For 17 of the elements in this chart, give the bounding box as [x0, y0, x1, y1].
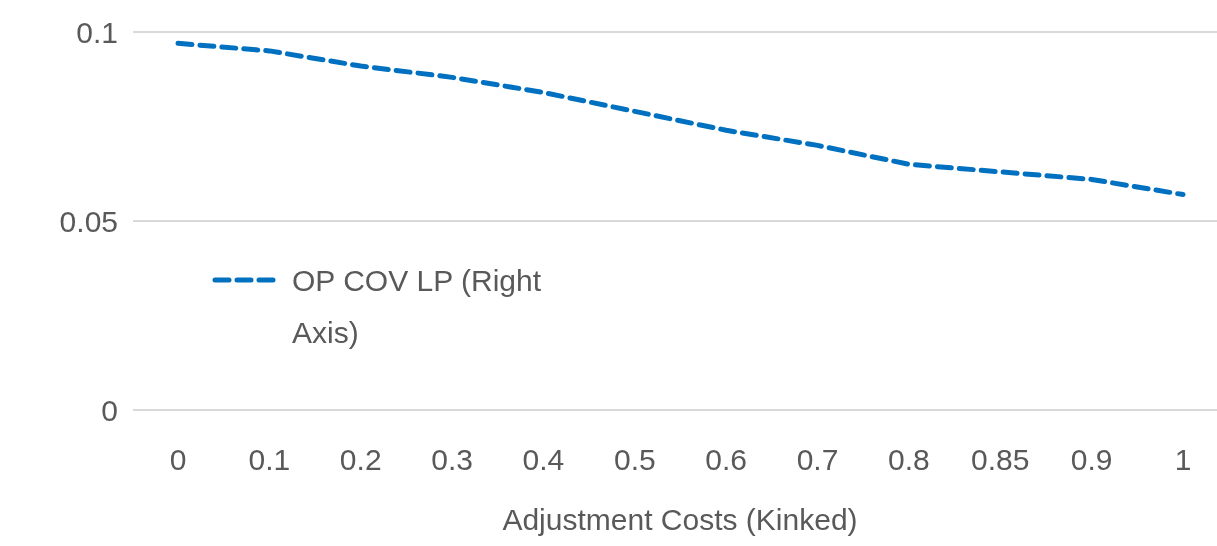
x-tick-label: 0.6	[705, 443, 748, 476]
y-tick-label: 0	[101, 393, 118, 427]
x-tick-label: 0.5	[613, 443, 656, 476]
x-tick-label: 0.8	[888, 443, 930, 476]
x-axis-title: Adjustment Costs (Kinked)	[502, 503, 858, 536]
x-tick-label: 0.85	[971, 443, 1030, 476]
y-tick-label: 0.1	[76, 15, 118, 49]
x-tick-label: 0.9	[1070, 443, 1113, 476]
x-tick-label: 0.1	[248, 443, 291, 476]
x-tick-label: 0.3	[431, 443, 473, 476]
x-tick-label: 0.2	[339, 443, 382, 476]
x-tick-label: 0	[169, 443, 187, 476]
y-tick-label: 0.05	[59, 204, 118, 238]
x-tick-label: 1	[1174, 443, 1192, 476]
legend-label: OP COV LP (Right Axis)	[292, 263, 542, 349]
x-tick-label: 0.7	[796, 443, 839, 476]
x-tick-label: 0.4	[522, 443, 565, 476]
